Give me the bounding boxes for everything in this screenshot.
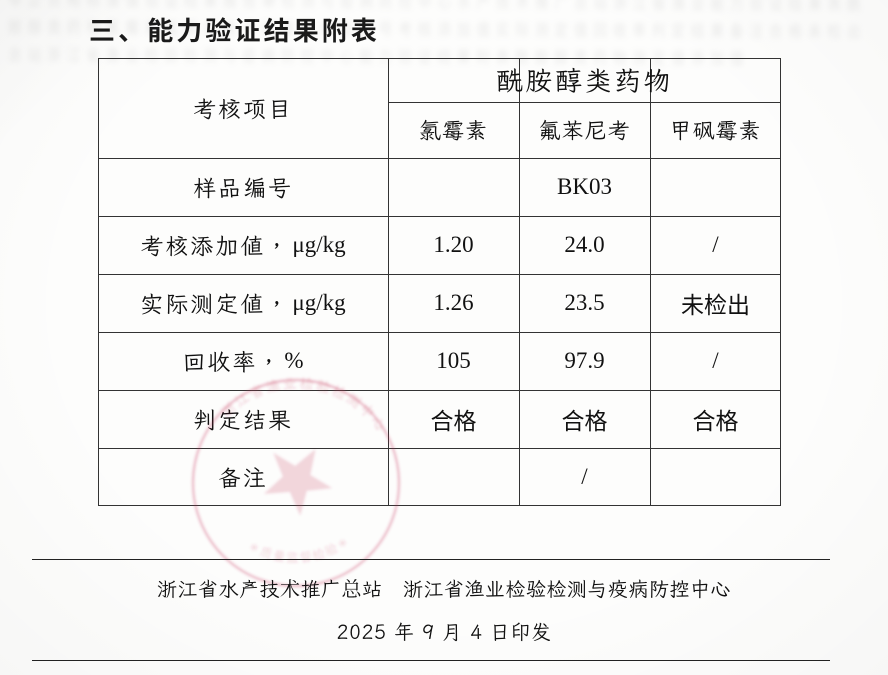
svg-text:浙江省渔业检验检测中心: 浙江省渔业检验检测中心 xyxy=(217,374,391,436)
svg-text:＊质量监督检验＊: ＊质量监督检验＊ xyxy=(245,532,354,566)
